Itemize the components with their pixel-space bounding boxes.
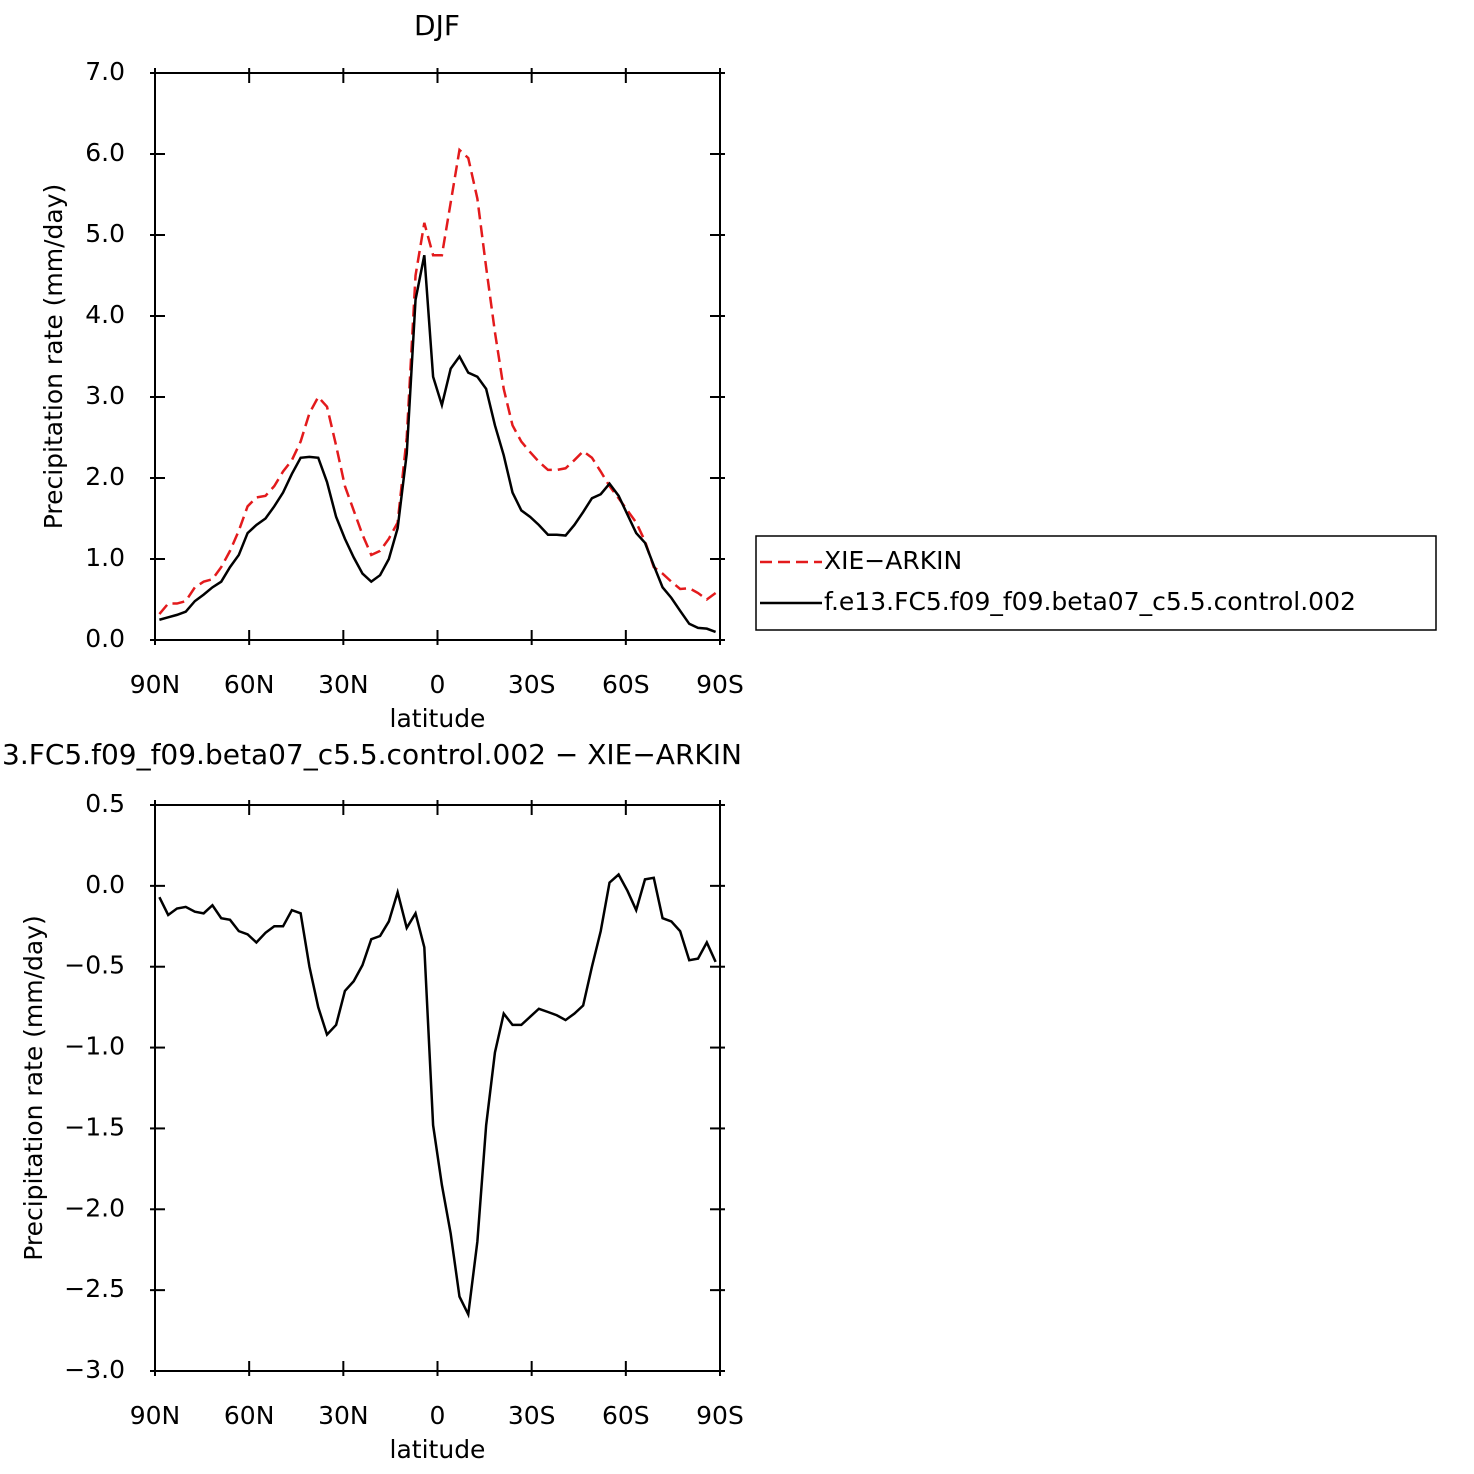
legend-label: f.e13.FC5.f09_f09.beta07_c5.5.control.00…: [824, 587, 1356, 616]
x-tick-label: 90S: [696, 670, 744, 699]
x-tick-label: 90N: [130, 1401, 181, 1430]
x-axis-label: latitude: [390, 1435, 486, 1464]
x-tick-label: 90S: [696, 1401, 744, 1430]
x-tick-label: 60S: [602, 670, 650, 699]
x-tick-label: 30N: [318, 1401, 369, 1430]
y-tick-label: 7.0: [85, 57, 125, 86]
chart-title: DJF: [414, 9, 460, 42]
x-tick-label: 30N: [318, 670, 369, 699]
y-tick-label: 2.0: [85, 462, 125, 491]
legend-label: XIE−ARKIN: [824, 546, 962, 575]
y-axis-label: Precipitation rate (mm/day): [39, 184, 68, 530]
y-tick-label: 0.5: [85, 789, 125, 818]
y-tick-label: −2.5: [64, 1274, 125, 1303]
x-tick-label: 0: [430, 670, 446, 699]
x-tick-label: 60N: [224, 1401, 275, 1430]
y-tick-label: −1.5: [64, 1112, 125, 1141]
y-tick-label: −3.0: [64, 1355, 125, 1384]
x-tick-label: 30S: [508, 1401, 556, 1430]
x-tick-label: 30S: [508, 670, 556, 699]
plot-frame: [154, 804, 721, 1372]
chart-title: 3.FC5.f09_f09.beta07_c5.5.control.002 − …: [2, 738, 742, 771]
y-tick-label: 3.0: [85, 381, 125, 410]
y-tick-label: −0.5: [64, 951, 125, 980]
x-tick-label: 90N: [130, 670, 181, 699]
y-tick-label: −2.0: [64, 1193, 125, 1222]
y-tick-label: 0.0: [85, 870, 125, 899]
x-tick-label: 60S: [602, 1401, 650, 1430]
series-line: [159, 255, 717, 634]
y-tick-label: 1.0: [85, 543, 125, 572]
y-tick-label: 5.0: [85, 219, 125, 248]
y-tick-label: −1.0: [64, 1032, 125, 1061]
x-tick-label: 0: [430, 1401, 446, 1430]
series-line: [158, 872, 717, 1319]
y-axis-label: Precipitation rate (mm/day): [19, 915, 48, 1261]
x-axis-label: latitude: [390, 704, 486, 733]
legend-box: [755, 535, 1437, 631]
y-tick-label: 4.0: [85, 300, 125, 329]
y-tick-label: 6.0: [85, 138, 125, 167]
x-tick-label: 60N: [224, 670, 275, 699]
y-tick-label: 0.0: [85, 624, 125, 653]
